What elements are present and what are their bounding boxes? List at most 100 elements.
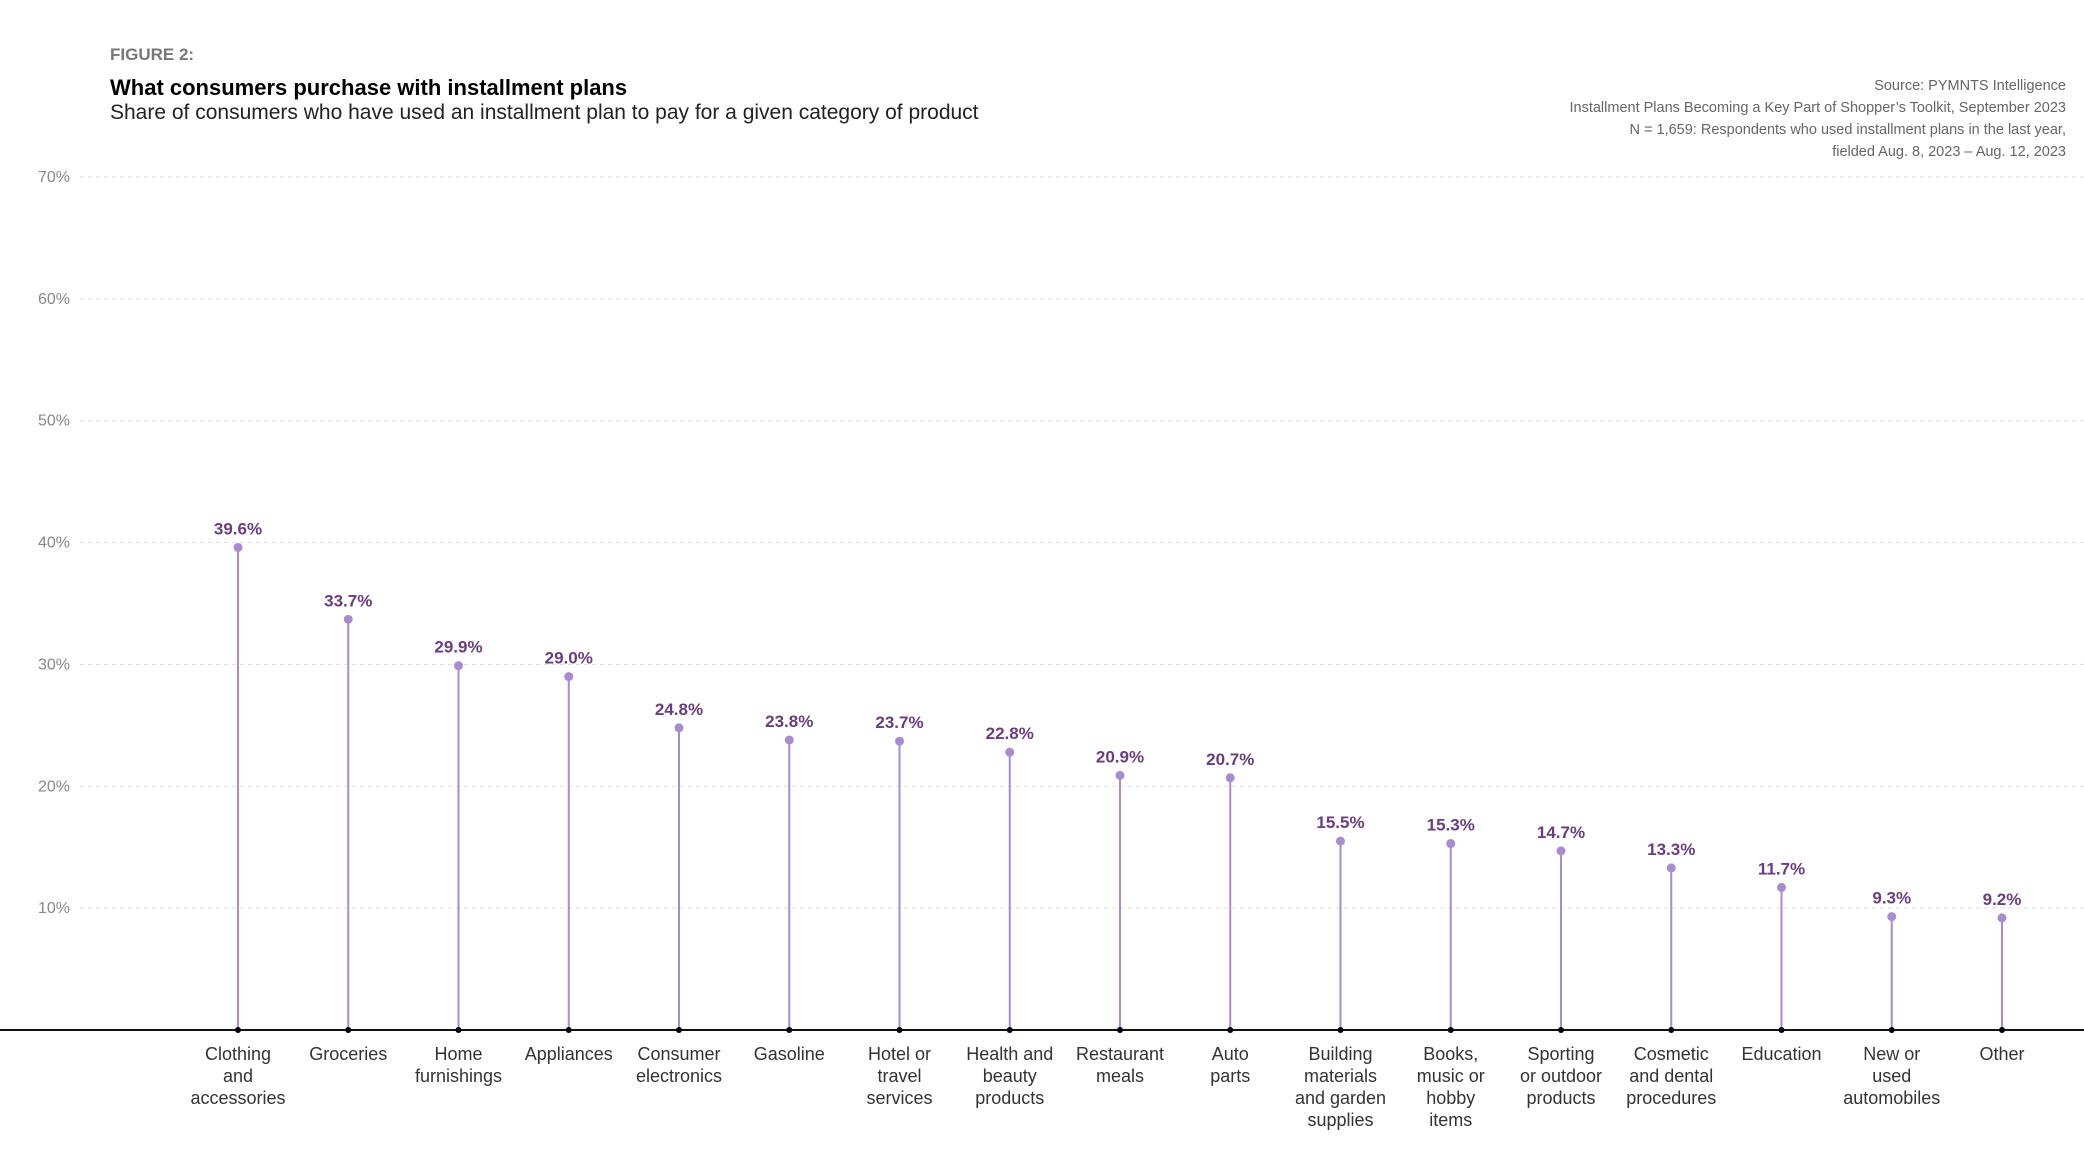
category-label-line: furnishings [415, 1066, 502, 1086]
lollipop-dot [674, 723, 684, 733]
category-label-line: Appliances [525, 1044, 613, 1064]
value-label: 29.9% [434, 638, 482, 657]
x-tick-dot [565, 1027, 572, 1033]
category-label-line: accessories [190, 1088, 285, 1108]
x-tick-dot [1337, 1027, 1344, 1033]
category-label: Clothing and accessories [190, 1044, 285, 1108]
category-label-line: electronics [636, 1066, 722, 1086]
category-label-line: Books, [1423, 1044, 1478, 1064]
category-label: Other [1979, 1044, 2024, 1064]
category-label-line: Gasoline [754, 1044, 825, 1064]
value-label: 15.3% [1427, 816, 1475, 835]
category-label-line: products [975, 1088, 1044, 1108]
x-tick-dot [1227, 1027, 1234, 1033]
lollipop-dot [454, 661, 463, 671]
source-line: Source: PYMNTS Intelligence [1874, 78, 2066, 94]
category-label: Restaurant meals [1076, 1044, 1164, 1086]
category-label-line: materials [1304, 1066, 1377, 1086]
category-label-line: meals [1096, 1066, 1144, 1086]
y-tick-label: 40% [38, 535, 70, 552]
y-tick-label: 60% [38, 291, 70, 308]
lollipop-dot [784, 735, 794, 745]
category-label-line: New or [1863, 1044, 1920, 1064]
x-tick-dot [1558, 1027, 1564, 1033]
category-label: Groceries [309, 1044, 387, 1064]
figure-label: FIGURE 2: [110, 45, 195, 64]
lollipop-dot [1336, 836, 1345, 846]
x-tick-dot [1999, 1027, 2005, 1033]
category-label: Health and beauty products [966, 1044, 1053, 1108]
value-label: 23.8% [765, 712, 813, 731]
lollipop-dot [1446, 839, 1456, 849]
lollipop-dot [1115, 770, 1125, 780]
lollipop-dot [1997, 913, 2007, 923]
value-label: 20.7% [1206, 750, 1254, 769]
lollipop-dot [1556, 846, 1566, 856]
category-label-line: Building [1308, 1044, 1372, 1064]
category-label-line: beauty [983, 1066, 1037, 1086]
chart-title: What consumers purchase with installment… [110, 75, 628, 100]
x-tick-dot [1668, 1027, 1675, 1033]
category-label-line: Other [1979, 1044, 2024, 1064]
category-label-line: hobby [1426, 1088, 1475, 1108]
value-label: 15.5% [1316, 813, 1364, 832]
category-label-line: items [1429, 1110, 1472, 1130]
value-label: 24.8% [655, 700, 703, 719]
value-label: 33.7% [324, 591, 372, 610]
x-tick-dot [1006, 1027, 1013, 1033]
category-label-line: Auto [1212, 1044, 1249, 1064]
x-tick-dot [345, 1027, 352, 1033]
category-label-line: or outdoor [1520, 1066, 1602, 1086]
category-label: Gasoline [754, 1044, 825, 1064]
category-label-line: supplies [1307, 1110, 1373, 1130]
source-line: N = 1,659: Respondents who used installm… [1629, 122, 2066, 138]
category-label-line: automobiles [1843, 1088, 1940, 1108]
category-label: Consumer electronics [636, 1044, 722, 1086]
x-tick-dot [1778, 1027, 1785, 1033]
category-label: Building materials and garden supplies [1295, 1044, 1386, 1130]
category-label-line: travel [877, 1066, 921, 1086]
y-tick-label: 30% [38, 656, 70, 673]
x-tick-dot [896, 1027, 903, 1033]
value-label: 39.6% [214, 519, 262, 538]
x-tick-dot [1447, 1027, 1454, 1033]
category-label-line: Sporting [1527, 1044, 1594, 1064]
value-label: 9.2% [1983, 890, 2022, 909]
category-label-line: Cosmetic [1634, 1044, 1709, 1064]
category-label-line: Consumer [637, 1044, 720, 1064]
value-label: 13.3% [1647, 840, 1695, 859]
category-label-line: Clothing [205, 1044, 271, 1064]
y-tick-label: 20% [38, 778, 70, 795]
lollipop-dot [1777, 882, 1786, 892]
lollipop-dot [343, 614, 353, 624]
category-label-line: music or [1417, 1066, 1485, 1086]
category-label: Auto parts [1210, 1044, 1250, 1086]
lollipop-dot [895, 736, 904, 746]
category-label-line: Hotel or [868, 1044, 931, 1064]
value-label: 9.3% [1872, 889, 1911, 908]
category-label: Hotel or travel services [866, 1044, 932, 1108]
source-line: Installment Plans Becoming a Key Part of… [1569, 100, 2066, 116]
x-tick-dot [455, 1027, 462, 1033]
category-label-line: Restaurant [1076, 1044, 1164, 1064]
lollipop-dot [1005, 747, 1015, 757]
category-label: Appliances [525, 1044, 613, 1064]
y-tick-label: 10% [38, 900, 70, 917]
x-tick-dot [235, 1027, 241, 1033]
category-label: Home furnishings [415, 1044, 502, 1086]
value-label: 20.9% [1096, 747, 1144, 766]
source-line: fielded Aug. 8, 2023 – Aug. 12, 2023 [1832, 144, 2066, 160]
category-label-line: Groceries [309, 1044, 387, 1064]
y-tick-label: 70% [38, 169, 70, 186]
category-label-line: Home [434, 1044, 482, 1064]
value-label: 22.8% [986, 724, 1034, 743]
x-tick-dot [1117, 1027, 1123, 1033]
category-label-line: services [866, 1088, 932, 1108]
category-label-line: Health and [966, 1044, 1053, 1064]
category-label-line: used [1872, 1066, 1911, 1086]
chart-subtitle: Share of consumers who have used an inst… [110, 101, 979, 124]
value-label: 23.7% [875, 713, 923, 732]
category-label: New or used automobiles [1843, 1044, 1940, 1108]
category-label-line: and garden [1295, 1088, 1386, 1108]
